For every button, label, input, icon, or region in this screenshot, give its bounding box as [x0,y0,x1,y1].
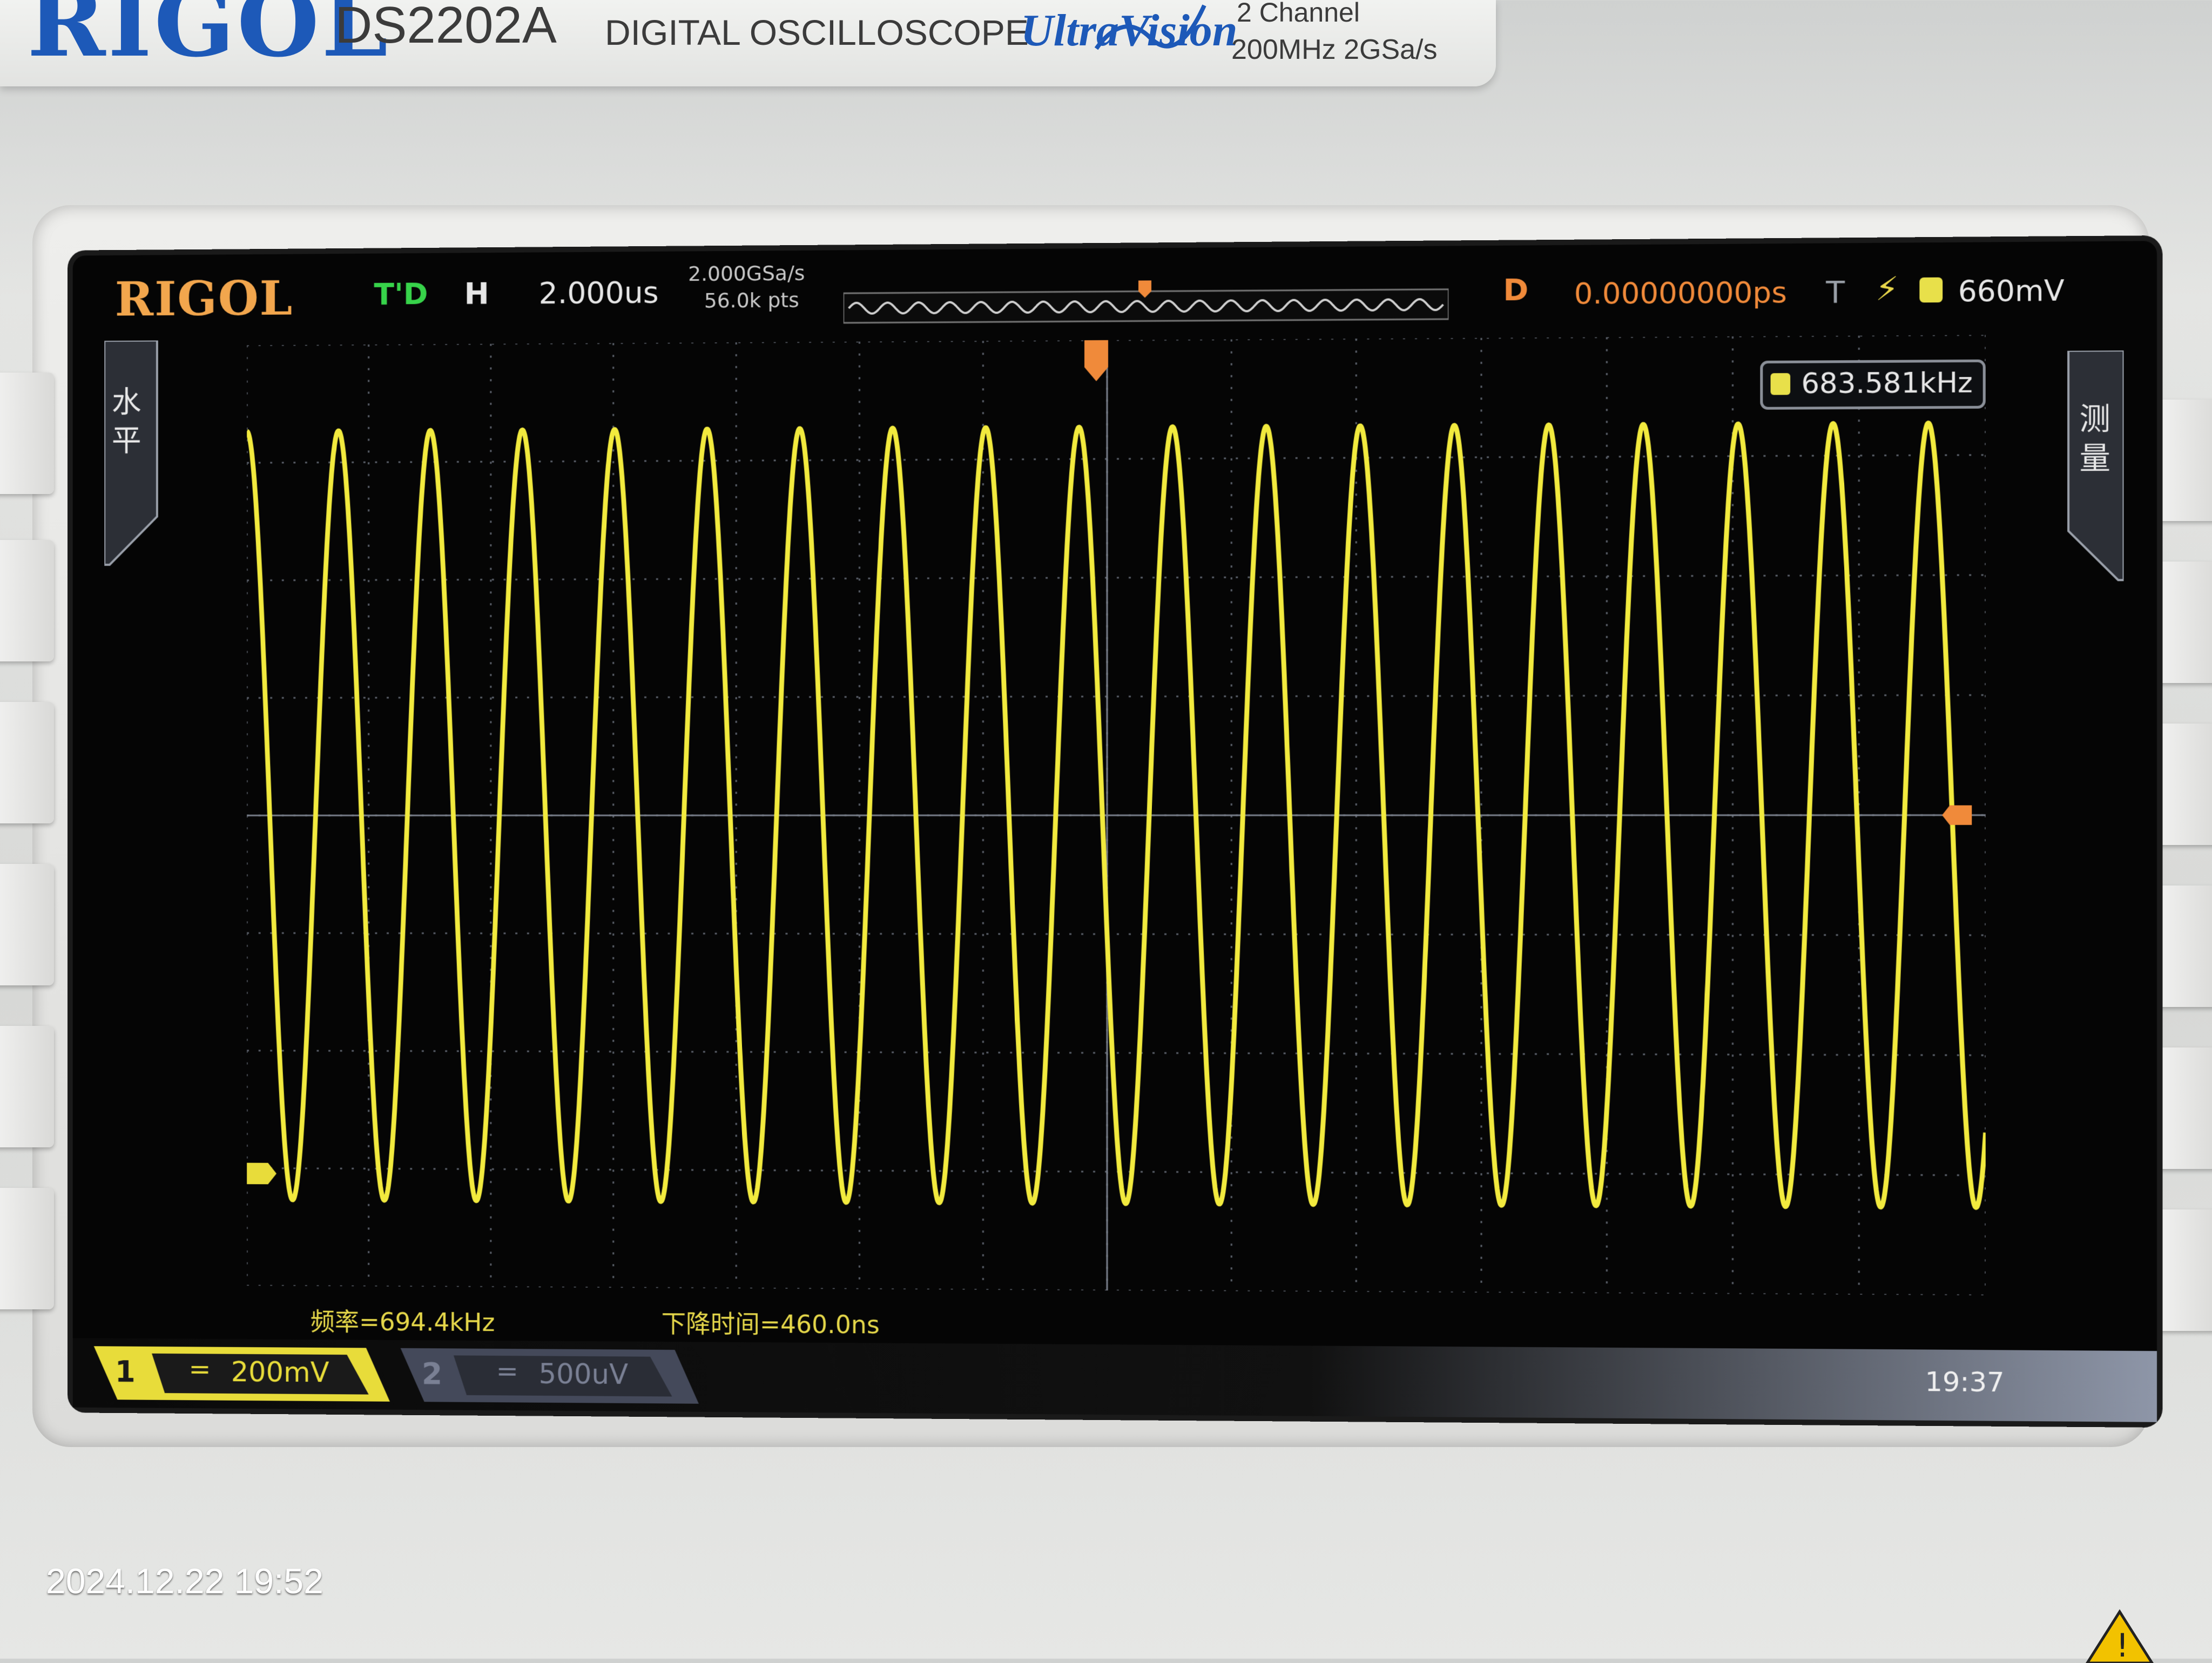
trigger-label: T [1826,274,1845,310]
grid-hline [247,335,1986,345]
measurement-frequency: 频率=694.4kHz [310,1307,495,1337]
grid-hline [247,695,1986,698]
ch2-number: 2 [421,1356,443,1391]
photo-timestamp: 2024.12.22 19:52 [46,1561,323,1601]
rising-edge-icon: ⚡ [1875,270,1899,308]
left-softkey-4[interactable] [0,864,54,985]
right-softkey-3[interactable] [2155,724,2212,845]
right-softkey-2[interactable] [2155,562,2212,683]
ch1-number: 1 [114,1354,136,1389]
trigger-level-marker-icon [1942,805,1972,825]
grid-hline [247,1051,1986,1056]
grid-hline [247,1286,1986,1295]
ch2-vertical-scale: 500uV [538,1358,629,1391]
oscilloscope-display: RIGOL T'D H 2.000us 2.000GSa/s 56.0k pts… [72,241,2157,1422]
memory-depth: 56.0k pts [704,288,799,313]
ch1-ground-marker-icon [247,1162,276,1185]
overview-trigger-marker-icon [1138,280,1152,298]
ch1-vertical-scale: 200mV [231,1356,329,1389]
timebase-label: H [464,276,489,312]
left-softkey-1[interactable] [0,373,54,494]
left-softkey-3[interactable] [0,702,54,823]
center-horizontal-axis [247,815,1986,816]
grid-hline [247,933,1986,935]
channel-count-spec: 2 Channel [1237,0,1360,28]
right-softkey-6[interactable] [2155,1209,2212,1331]
system-clock: 19:37 [1925,1365,2005,1398]
brand-logo: RIGOL [27,0,390,78]
ultravision-swoosh-icon [1094,4,1206,50]
waveform-overview-strip [843,280,1449,326]
horizontal-delay-value[interactable]: 0.00000000ps [1574,275,1787,311]
horizontal-menu-tab[interactable] [104,340,162,570]
delay-label: D [1503,272,1529,308]
run-state-indicator[interactable]: T'D [374,276,428,312]
trigger-position-marker-icon [1084,340,1108,382]
left-softkey-2[interactable] [0,540,54,661]
screen-logo: RIGOL [114,270,294,327]
sample-rate: 2.000GSa/s [688,261,805,286]
timebase-value[interactable]: 2.000us [538,275,659,311]
right-softkey-4[interactable] [2155,885,2212,1007]
instrument-label-strip: RIGOL DS2202A DIGITAL OSCILLOSCOPE Ultra… [0,0,1496,86]
waveform-plot[interactable] [247,335,1986,1295]
right-softkey-5[interactable] [2155,1047,2212,1169]
grid-hline [247,1168,1986,1175]
ch2-coupling-icon: = [496,1355,518,1387]
trigger-level-value[interactable]: 660mV [1958,273,2065,309]
product-description: DIGITAL OSCILLOSCOPE [605,12,1029,52]
frequency-counter-value: 683.581kHz [1801,367,1973,401]
model-name: DS2202A [335,0,557,54]
warning-triangle-icon: ! [2086,1609,2154,1663]
measurement-fall-time: 下降时间=460.0ns [661,1309,880,1340]
ch1-source-icon [1770,373,1791,395]
ch1-coupling-icon: = [188,1354,211,1385]
frequency-counter-badge: 683.581kHz [1760,359,1986,410]
measure-menu-tab-label: 测量 [2079,401,2110,477]
left-softkey-6[interactable] [0,1188,54,1309]
horizontal-menu-tab-label: 水平 [111,384,141,458]
center-axes [247,340,1986,1290]
bandwidth-spec: 200MHz 2GSa/s [1231,34,1438,65]
left-softkey-5[interactable] [0,1026,54,1147]
measure-menu-tab[interactable] [2063,350,2124,586]
channel-status-bar [72,1338,2157,1422]
svg-text:!: ! [2116,1627,2129,1663]
grid-hline [247,455,1986,463]
right-softkey-1[interactable] [2155,400,2212,521]
trigger-source-ch1-icon [1919,277,1943,303]
